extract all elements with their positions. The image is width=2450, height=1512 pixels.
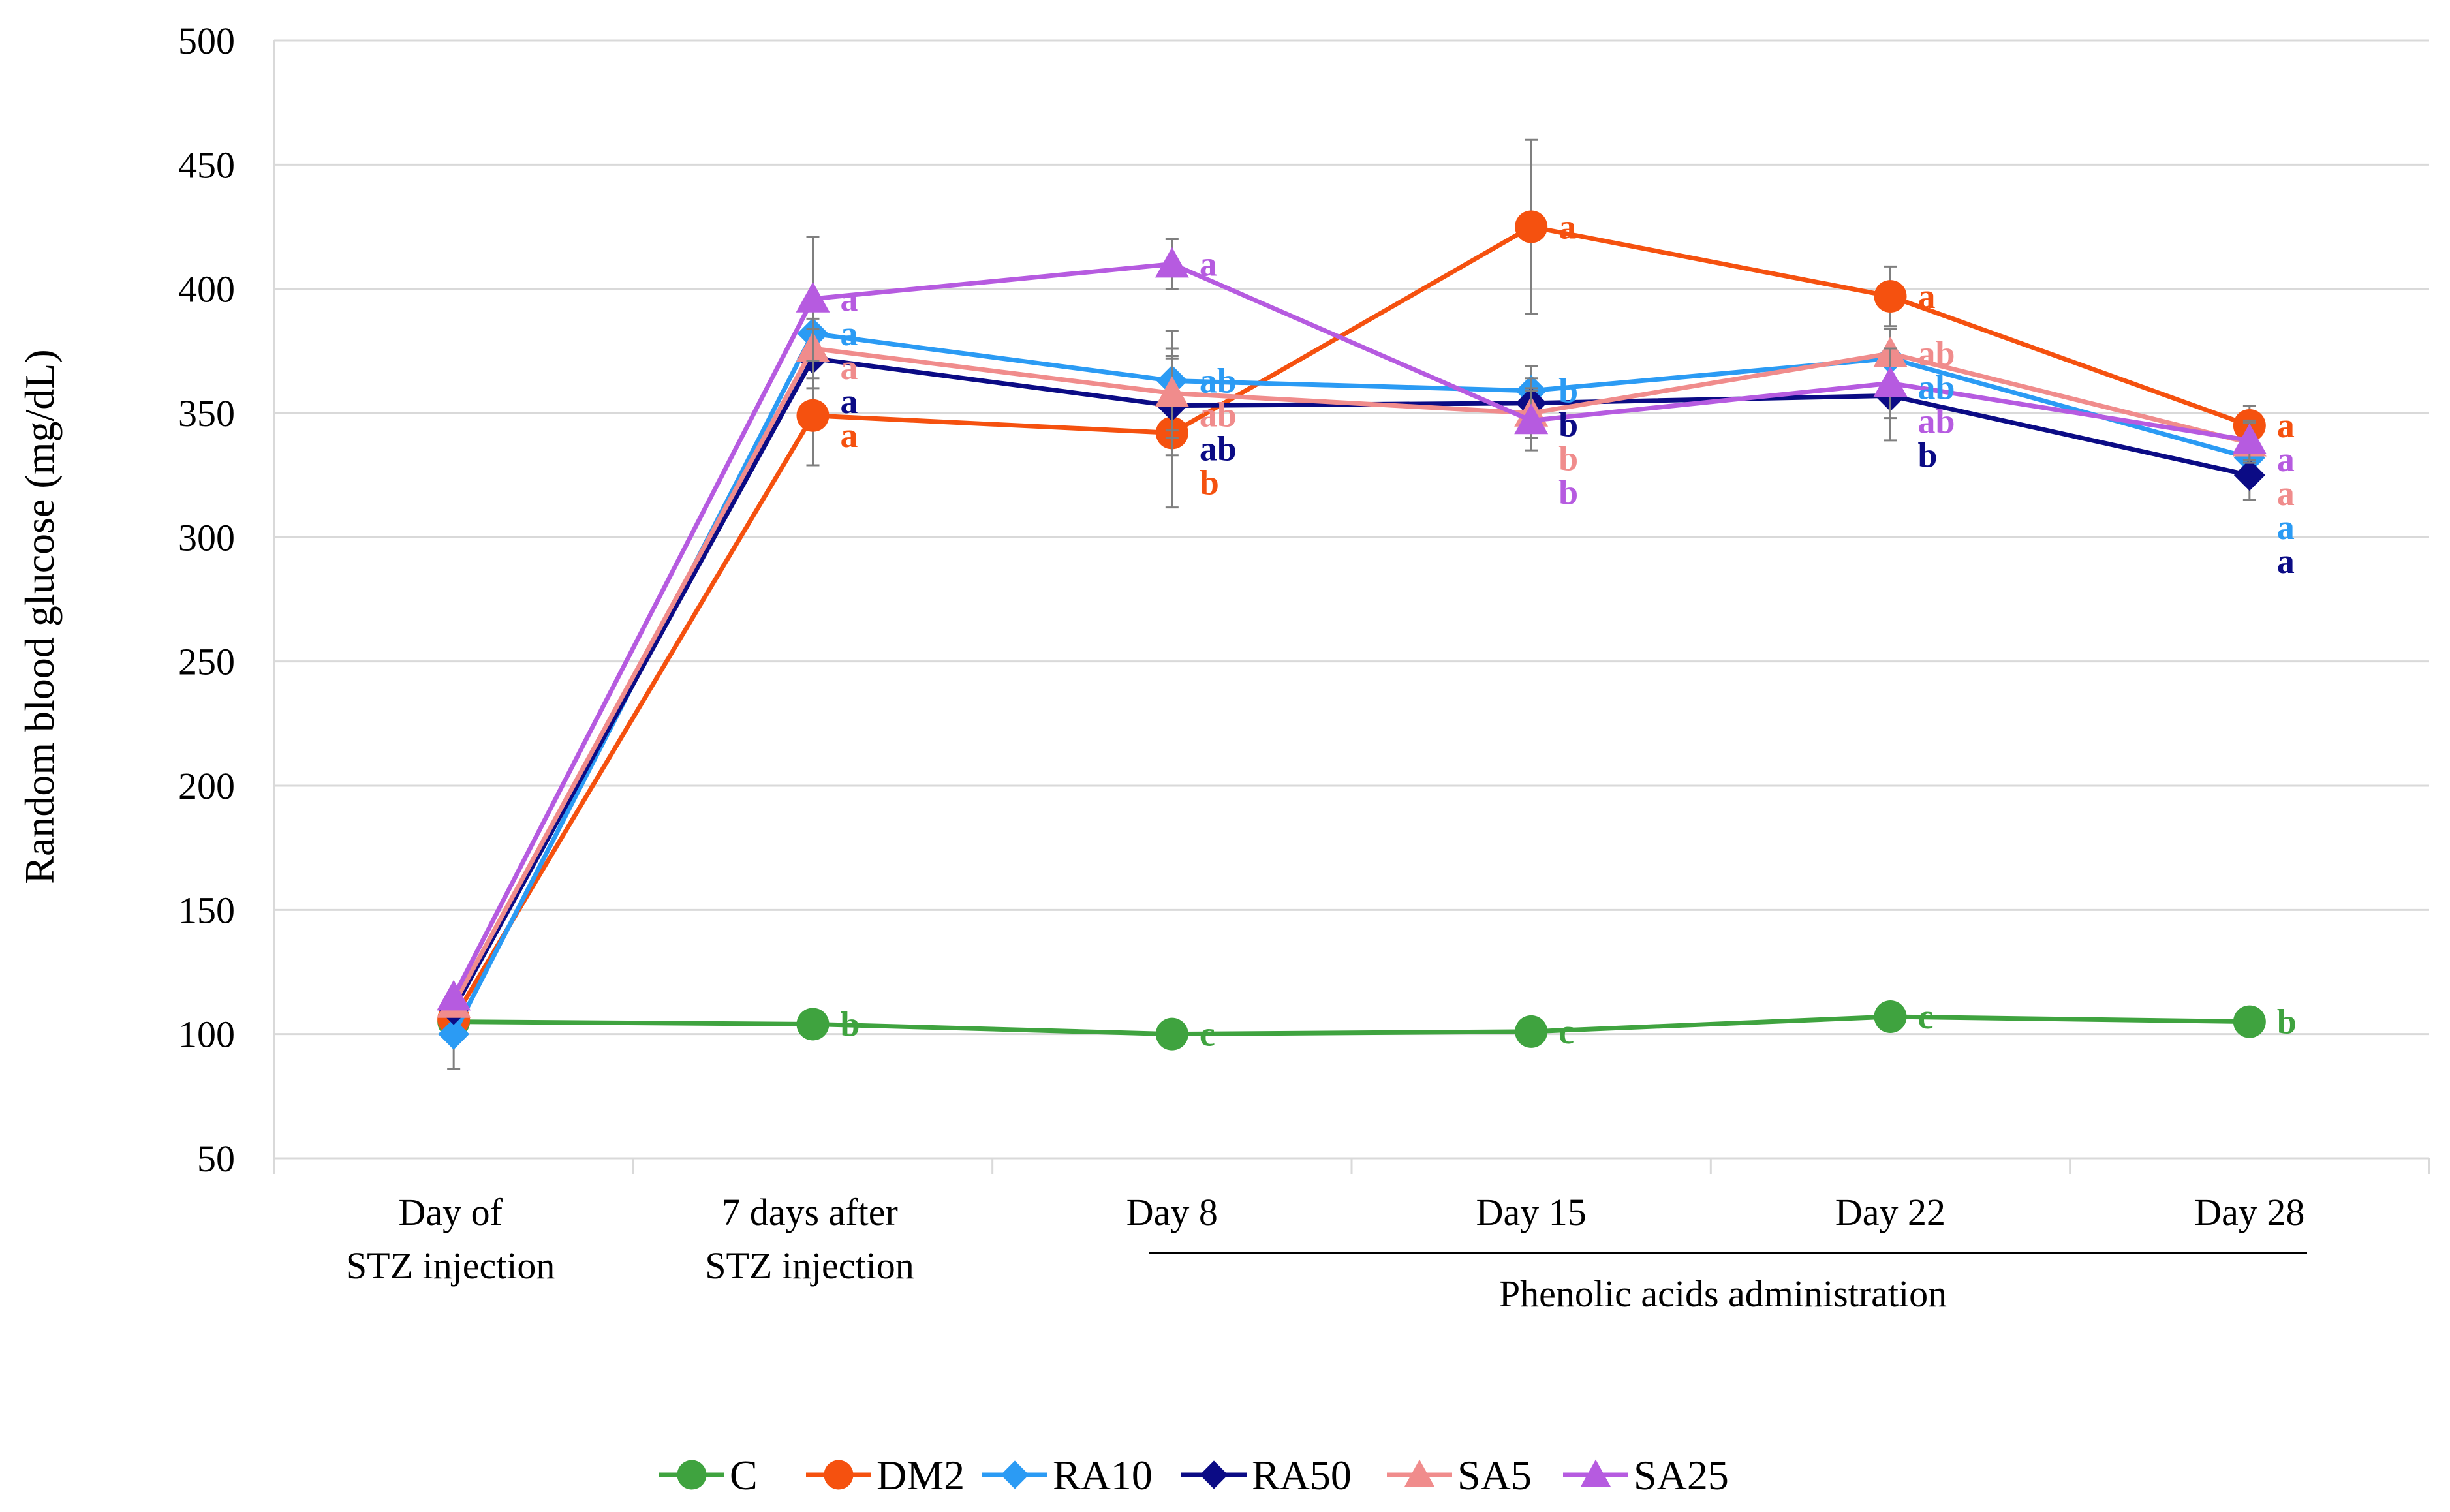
dm2-point <box>796 399 830 432</box>
sa5-legend-marker <box>1404 1459 1435 1487</box>
y-tick-label: 450 <box>178 144 235 186</box>
y-tick-label: 50 <box>197 1137 235 1180</box>
sa25-point <box>2232 423 2267 454</box>
ra50-sig-label: ab <box>1200 429 1237 469</box>
legend: C DM2 RA10 RA50 SA5 SA25 <box>659 1452 1729 1498</box>
sa25-sig-label: a <box>841 279 858 318</box>
dm2-sig-label: a <box>1558 208 1576 247</box>
c-point <box>796 1008 830 1041</box>
sa25-legend-label: SA25 <box>1634 1452 1729 1498</box>
sa5-legend-label: SA5 <box>1457 1452 1532 1498</box>
sa5-point <box>1155 376 1189 407</box>
ra10-sig-label: ab <box>1200 362 1237 401</box>
ra10-sig-label: ab <box>1918 368 1955 407</box>
ra10-sig-label: b <box>1558 371 1578 410</box>
y-axis-title: Random blood glucose (mg/dL) <box>16 349 63 884</box>
sa25-sig-label: a <box>1200 245 1217 284</box>
sa25-point <box>1514 403 1549 435</box>
sa25-sig-label: b <box>1558 473 1578 512</box>
c-point <box>1155 1017 1188 1051</box>
c-sig-label: c <box>1558 1012 1574 1051</box>
x-category-label: STZ injection <box>705 1244 914 1287</box>
sa25-point <box>1873 366 1908 397</box>
sa5-sig-label: ab <box>1918 334 1955 373</box>
ra10-sig-label: a <box>841 314 858 353</box>
dm2-point <box>1874 280 1907 313</box>
x-category-label: Day 28 <box>2194 1191 2304 1233</box>
c-sig-label: b <box>2277 1002 2297 1041</box>
dm2-line <box>452 224 2251 1021</box>
x-category-label: Day of <box>398 1191 503 1233</box>
ra50-legend-label: RA50 <box>1252 1452 1352 1498</box>
grid-lines <box>274 39 2429 1036</box>
ra50-point <box>2233 459 2265 491</box>
dm2-sig-label: a <box>2277 406 2295 445</box>
ra10-sig-label: a <box>2277 508 2295 547</box>
dm2-sig-label: a <box>1918 277 1936 316</box>
x-category-label: Day 8 <box>1126 1191 1218 1233</box>
x-category-label: Day 15 <box>1476 1191 1587 1233</box>
ra50-sig-label: b <box>1558 405 1578 444</box>
c-point <box>2233 1005 2266 1038</box>
y-tick-label: 200 <box>178 765 235 807</box>
dm2-sig-label: b <box>1200 463 1219 502</box>
ra10-line <box>452 331 2250 1036</box>
c-point <box>1874 1000 1907 1034</box>
ra10-point <box>438 1018 470 1050</box>
y-tick-label: 100 <box>178 1013 235 1056</box>
sa5-line <box>452 346 2250 1006</box>
c-legend-marker <box>677 1460 707 1490</box>
y-tick-label: 500 <box>178 20 235 62</box>
sa25-point <box>437 980 471 1011</box>
c-point <box>1515 1015 1548 1048</box>
x-category-label: 7 days after <box>721 1191 898 1233</box>
y-tick-label: 300 <box>178 516 235 559</box>
series-lines <box>437 138 2267 1070</box>
bracket-label: Phenolic acids administration <box>1499 1273 1947 1315</box>
dm2-sig-label: a <box>841 416 858 455</box>
ra10-legend-marker <box>1000 1460 1029 1489</box>
dm2-legend-marker <box>824 1460 854 1490</box>
ra50-line <box>452 356 2250 1011</box>
c-sig-label: b <box>841 1004 860 1043</box>
x-category-label: STZ injection <box>346 1244 555 1287</box>
ra50-sig-label: b <box>1918 436 1938 475</box>
dm2-legend-label: DM2 <box>876 1452 965 1498</box>
c-legend-label: C <box>730 1452 758 1498</box>
ra50-sig-label: a <box>841 382 858 421</box>
ra10-legend-label: RA10 <box>1053 1452 1153 1498</box>
ra50-legend-marker <box>1200 1460 1228 1489</box>
sa25-line <box>452 262 2250 998</box>
y-tick-label: 400 <box>178 268 235 311</box>
ra50-sig-label: a <box>2277 542 2295 581</box>
sa5-sig-label: ab <box>1200 395 1237 435</box>
c-line <box>454 1014 2250 1037</box>
sa25-point <box>1155 247 1189 278</box>
c-sig-label: c <box>1918 997 1934 1036</box>
y-tick-label: 250 <box>178 641 235 683</box>
sa5-sig-label: a <box>841 348 858 387</box>
y-tick-label: 150 <box>178 889 235 931</box>
dm2-point <box>1515 210 1548 243</box>
sa25-point <box>796 281 830 313</box>
sa5-sig-label: a <box>2277 474 2295 513</box>
y-tick-label: 350 <box>178 392 235 435</box>
sa25-sig-label: a <box>2277 440 2295 479</box>
c-sig-label: c <box>1200 1015 1215 1054</box>
sa25-sig-label: ab <box>1918 402 1955 441</box>
x-category-label: Day 22 <box>1835 1191 1946 1233</box>
axes: 50 100 150 200 250 300 350 400 450 500 Day of STZ i… <box>178 20 2430 1315</box>
sa5-sig-label: b <box>1558 439 1578 478</box>
sa25-legend-marker <box>1580 1459 1611 1487</box>
